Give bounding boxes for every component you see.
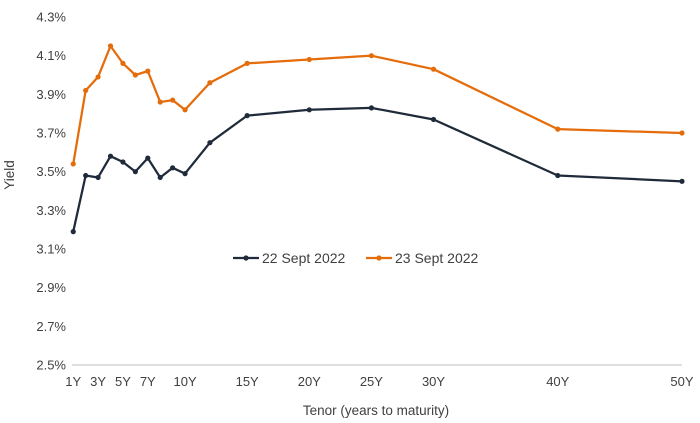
legend-item-2: 23 Sept 2022: [366, 250, 479, 266]
data-point: [157, 174, 163, 181]
x-tick-label: 40Y: [546, 374, 569, 389]
data-point: [132, 169, 138, 175]
data-point: [107, 153, 114, 159]
axes-layer: 2.5% 2.7% 2.9% 3.1% 3.3% 3.5% 3.7% 3.9% 4.1% 4.3%…: [36, 10, 694, 390]
series-1: [70, 105, 685, 235]
data-point: [120, 60, 126, 66]
data-point: [182, 171, 188, 177]
y-tick-label: 4.1%: [36, 48, 66, 63]
series-2: [70, 43, 685, 167]
data-point: [182, 107, 188, 113]
y-tick-label: 3.1%: [36, 242, 66, 257]
series-line: [72, 44, 683, 165]
y-tick-label: 3.7%: [36, 126, 66, 141]
data-point: [368, 105, 375, 111]
y-axis-title: Yield: [2, 160, 17, 190]
y-tick-label: 2.5%: [36, 358, 66, 373]
y-tick-label: 3.9%: [36, 87, 66, 102]
legend-marker: [243, 255, 249, 261]
data-point: [95, 174, 101, 181]
legend-label: 22 Sept 2022: [262, 250, 346, 266]
data-point: [679, 178, 685, 184]
data-point: [207, 140, 213, 146]
data-point: [244, 60, 250, 66]
data-point: [555, 172, 561, 179]
legend-label: 23 Sept 2022: [395, 250, 479, 266]
x-tick-label: 3Y: [90, 374, 106, 389]
data-point: [145, 155, 151, 161]
data-point: [170, 97, 176, 103]
legend-item-1: 22 Sept 2022: [233, 250, 346, 266]
data-point: [555, 126, 561, 132]
data-point: [83, 87, 89, 94]
data-point: [306, 107, 312, 113]
y-tick-label: 2.7%: [36, 319, 66, 334]
data-point: [107, 43, 114, 49]
data-point: [132, 72, 138, 78]
data-point: [83, 172, 89, 179]
data-point: [70, 161, 76, 167]
data-point: [170, 165, 176, 171]
y-tick-label: 3.3%: [36, 203, 66, 218]
data-point: [430, 116, 437, 123]
data-point: [679, 130, 685, 136]
data-point: [70, 229, 76, 235]
data-point: [306, 56, 312, 63]
data-point: [207, 80, 213, 86]
data-point: [368, 53, 375, 59]
y-tick-label: 4.3%: [36, 10, 66, 25]
x-tick-label: 5Y: [115, 374, 131, 389]
series-layer: [70, 43, 685, 235]
x-tick-label: 20Y: [298, 374, 321, 389]
x-tick-label: 30Y: [422, 374, 445, 389]
series-line: [72, 106, 683, 232]
legend: 22 Sept 2022 23 Sept 2022: [233, 250, 479, 266]
data-point: [95, 74, 101, 80]
x-tick-label: 1Y: [65, 374, 81, 389]
data-point: [145, 68, 151, 74]
data-point: [244, 113, 250, 119]
data-point: [157, 99, 163, 105]
legend-marker: [376, 255, 382, 261]
data-point: [120, 159, 126, 165]
x-tick-label: 10Y: [173, 374, 196, 389]
x-axis-title: Tenor (years to maturity): [303, 403, 449, 418]
y-tick-label: 2.9%: [36, 280, 66, 295]
data-point: [430, 66, 437, 72]
x-tick-label: 15Y: [236, 374, 259, 389]
x-tick-label: 7Y: [140, 374, 156, 389]
x-tick-label: 25Y: [360, 374, 383, 389]
y-tick-label: 3.5%: [36, 164, 66, 179]
x-tick-label: 50Y: [670, 374, 693, 389]
